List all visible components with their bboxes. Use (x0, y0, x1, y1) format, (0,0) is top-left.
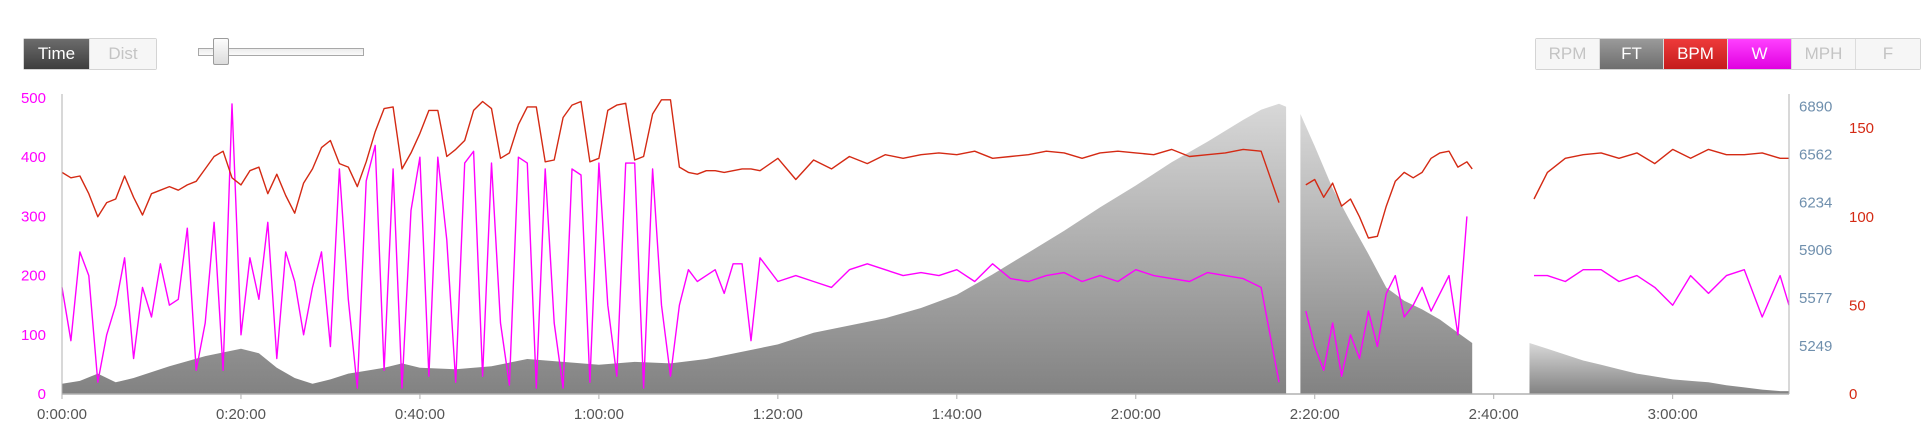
x-tick-label-1: 0:20:00 (216, 406, 266, 423)
x-tick-label-5: 1:40:00 (932, 406, 982, 423)
watts-line-0 (61, 103, 1280, 389)
x-tick-label-6: 2:00:00 (1111, 406, 1161, 423)
f-toggle-button[interactable]: F (1856, 39, 1920, 69)
bpm-tick-label-2: 100 (1849, 209, 1874, 226)
elevation-tick-label-1: 5577 (1799, 290, 1832, 307)
x-tick-label-3: 1:00:00 (574, 406, 624, 423)
elevation-tick-label-2: 5906 (1799, 242, 1832, 259)
mph-toggle-button[interactable]: MPH (1792, 39, 1856, 69)
x-tick-label-2: 0:40:00 (395, 406, 445, 423)
watts-line-2 (1534, 269, 1790, 318)
ft-toggle-button[interactable]: FT (1600, 39, 1664, 69)
watts-tick-label-1: 100 (21, 327, 46, 344)
elevation-tick-label-0: 5249 (1799, 338, 1832, 355)
elevation-area-1 (1300, 114, 1473, 394)
x-tick-label-9: 3:00:00 (1648, 406, 1698, 423)
watts-tick-label-3: 300 (21, 208, 46, 225)
x-tick-label-7: 2:20:00 (1290, 406, 1340, 423)
elevation-tick-label-4: 6562 (1799, 147, 1832, 164)
elevation-area-2 (1529, 343, 1789, 394)
distance-mode-button[interactable]: Dist (90, 39, 156, 69)
x-mode-toggle: Time Dist (23, 38, 157, 70)
bpm-toggle-button[interactable]: BPM (1664, 39, 1728, 69)
heart-rate-line-1 (1305, 150, 1473, 239)
bpm-tick-label-3: 150 (1849, 120, 1874, 137)
zoom-slider-track[interactable] (198, 48, 364, 56)
time-mode-button[interactable]: Time (24, 39, 90, 69)
w-toggle-button[interactable]: W (1728, 39, 1792, 69)
heart-rate-line-0 (61, 99, 1280, 218)
x-tick-label-0: 0:00:00 (37, 406, 87, 423)
elevation-tick-label-3: 6234 (1799, 194, 1832, 211)
rpm-toggle-button[interactable]: RPM (1536, 39, 1600, 69)
watts-tick-label-0: 0 (38, 386, 46, 403)
x-tick-label-8: 2:40:00 (1469, 406, 1519, 423)
x-tick-label-4: 1:20:00 (753, 406, 803, 423)
zoom-slider-handle[interactable] (213, 38, 229, 65)
series-toggle-group: RPM FT BPM W MPH F (1535, 38, 1921, 70)
elevation-area-0 (62, 103, 1287, 395)
watts-tick-label-2: 200 (21, 268, 46, 285)
zoom-slider[interactable] (198, 38, 364, 65)
bpm-tick-label-0: 0 (1849, 386, 1857, 403)
watts-line-1 (1305, 216, 1468, 377)
watts-tick-label-5: 500 (21, 90, 46, 107)
elevation-tick-label-5: 6890 (1799, 99, 1832, 116)
bpm-tick-label-1: 50 (1849, 297, 1866, 314)
heart-rate-line-2 (1533, 148, 1789, 200)
watts-tick-label-4: 400 (21, 149, 46, 166)
